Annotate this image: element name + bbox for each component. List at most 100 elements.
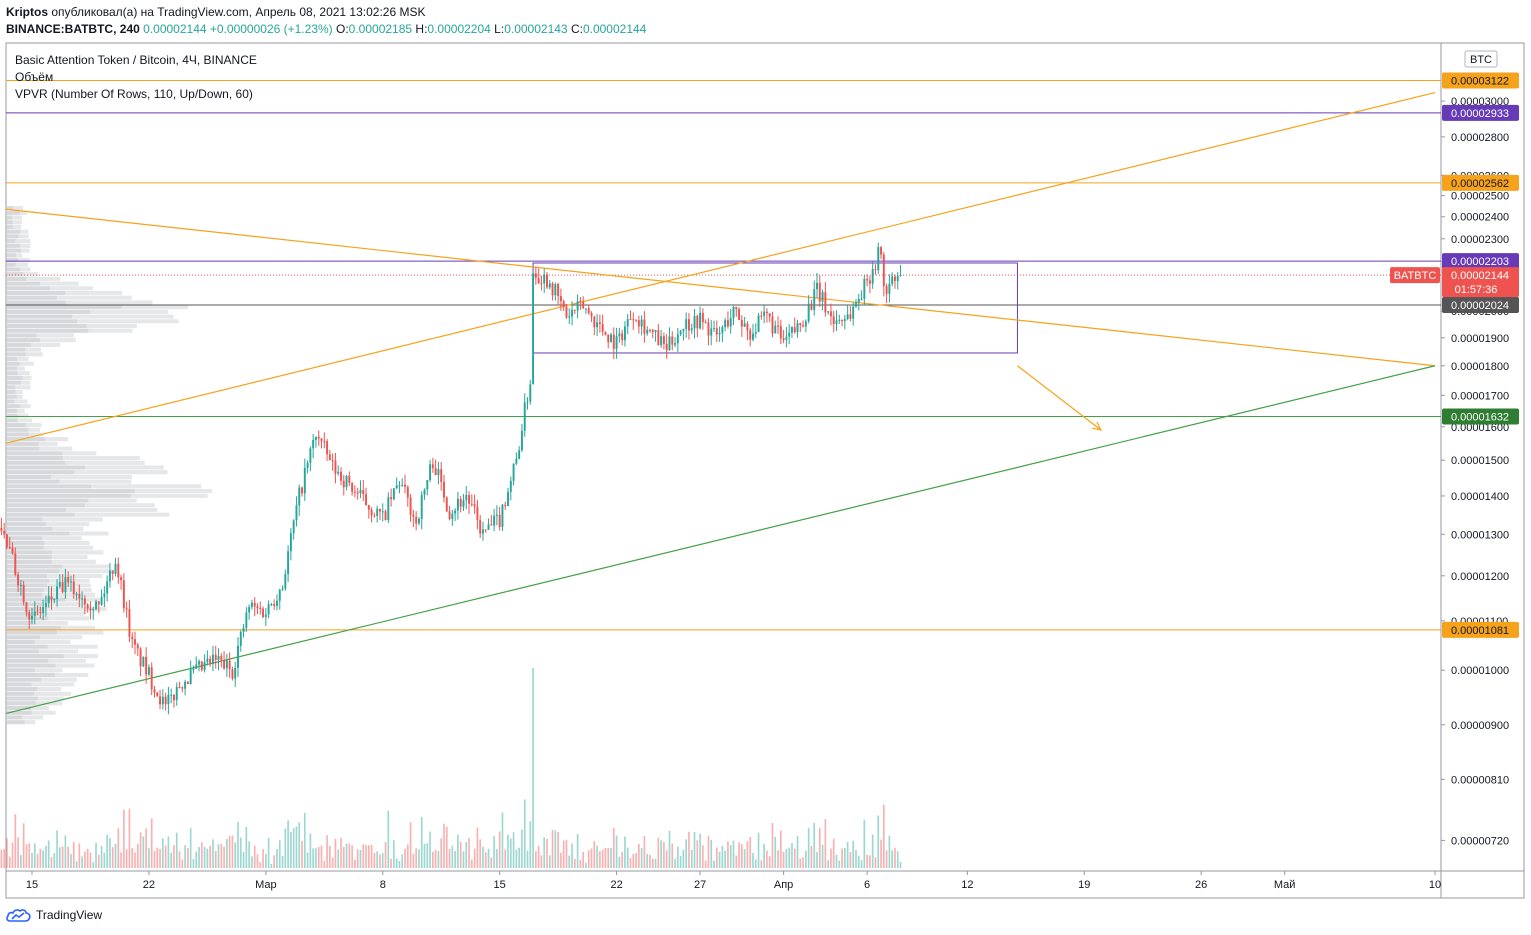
volume-bar — [660, 840, 662, 868]
vpvr-down-bar — [17, 418, 33, 423]
close-value: 0.00002144 — [582, 22, 647, 36]
vpvr-up-bar — [7, 573, 48, 579]
vpvr-up-bar — [7, 224, 13, 230]
candle-body — [468, 495, 471, 504]
candle-body — [487, 524, 490, 530]
vpvr-up-bar — [7, 328, 89, 333]
volume-bar — [418, 849, 420, 868]
volume-bar — [440, 838, 443, 868]
volume-bar — [874, 857, 877, 868]
candle-body — [568, 316, 571, 318]
vpvr-up-bar — [7, 522, 46, 527]
vpvr-down-bar — [41, 677, 78, 682]
volume-bar — [816, 851, 818, 868]
volume-bar — [484, 852, 487, 868]
candle-body — [75, 593, 78, 595]
vpvr-down-bar — [20, 404, 31, 409]
volume-bar — [217, 844, 220, 868]
candle-body — [440, 469, 443, 482]
volume-bar — [768, 856, 771, 868]
vpvr-down-bar — [15, 253, 23, 258]
volume-bar — [601, 849, 604, 868]
candle-body — [537, 278, 540, 284]
candle-body — [242, 627, 245, 632]
volume-bar — [11, 842, 14, 868]
volume-bar — [376, 851, 379, 868]
vpvr-up-bar — [7, 555, 52, 560]
author-name[interactable]: Kriptos — [6, 5, 48, 19]
ohlc-header: BINANCE:BATBTC, 240 0.00002144 +0.000000… — [6, 22, 646, 36]
volume-bar — [409, 822, 412, 868]
volume-bar — [855, 850, 857, 868]
vpvr-down-bar — [85, 503, 155, 508]
price-axis[interactable]: 0.000030000.000028000.000026000.00002500… — [1441, 96, 1509, 847]
volume-bar — [585, 862, 587, 868]
currency-badge[interactable]: BTC — [1464, 50, 1498, 68]
volume-bar — [671, 843, 674, 868]
candle-body — [534, 273, 537, 279]
volume-bar — [323, 860, 326, 868]
volume-bar — [370, 844, 373, 868]
vpvr-up-bar — [7, 654, 64, 659]
y-tick-label: 0.00001000 — [1451, 665, 1509, 677]
candle-body — [250, 602, 253, 607]
volume-bar — [618, 856, 621, 868]
time-axis[interactable]: 15 22 Мар 8 15 22 27 Апр 6 12 19 26 Май 10 — [26, 871, 1441, 891]
candle-body — [376, 508, 379, 517]
volume-bar — [521, 829, 523, 868]
vpvr-down-bar — [30, 342, 61, 347]
volume-bar — [404, 848, 406, 868]
vpvr-down-bar — [77, 319, 179, 324]
tradingview-logo[interactable]: TradingView — [6, 907, 102, 923]
candle-body — [362, 490, 365, 495]
x-tick-label: 26 — [1195, 879, 1207, 891]
level-value: 0.00002203 — [1451, 256, 1509, 268]
vpvr-down-bar — [12, 224, 22, 230]
plot-area[interactable] — [5, 42, 1525, 899]
candle-body — [532, 273, 535, 385]
volume-bar — [354, 859, 356, 868]
candle-body — [209, 658, 212, 665]
candle-body — [331, 460, 334, 462]
volume-bars — [0, 668, 902, 868]
vpvr-up-bar — [7, 413, 19, 418]
candle-body — [687, 319, 690, 331]
volume-bar — [805, 850, 807, 868]
volume-bar — [262, 849, 264, 868]
candle-body — [248, 606, 251, 613]
vpvr-up-bar — [7, 616, 49, 621]
x-tick-label: Мар — [255, 879, 277, 891]
volume-bar — [448, 849, 451, 868]
candle-body — [89, 608, 92, 610]
volume-bar — [445, 826, 448, 868]
volume-bar — [139, 832, 142, 868]
candle-body — [459, 498, 462, 507]
volume-legend[interactable]: Объём — [15, 70, 54, 84]
candle-body — [434, 468, 437, 476]
candle-body — [543, 274, 546, 284]
candle-body — [855, 302, 857, 307]
vpvr-down-bar — [69, 531, 109, 536]
volume-bar — [771, 822, 774, 868]
vpvr-legend[interactable]: VPVR (Number Of Rows, 110, Up/Down, 60) — [15, 87, 253, 101]
chart-title[interactable]: Basic Attention Token / Bitcoin, 4Ч, BIN… — [15, 53, 257, 67]
candle-body — [156, 692, 159, 697]
volume-bar — [320, 845, 323, 868]
candle-body — [200, 661, 203, 670]
vpvr-down-bar — [34, 691, 72, 696]
candle-body — [273, 604, 276, 607]
y-tick-label: 0.00001200 — [1451, 571, 1509, 583]
candle-body — [301, 487, 303, 494]
vpvr-up-bar — [7, 550, 53, 555]
volume-bar — [482, 846, 484, 868]
vpvr-up-bar — [7, 635, 40, 640]
volume-bar — [504, 849, 507, 868]
vpvr-up-bar — [7, 677, 42, 682]
vpvr-up-bar — [7, 305, 122, 310]
candle-body — [83, 598, 86, 605]
candle-body — [507, 491, 509, 507]
candle-body — [704, 322, 707, 324]
bar-countdown: 01:57:36 — [1455, 284, 1498, 296]
candle-body — [198, 661, 200, 665]
